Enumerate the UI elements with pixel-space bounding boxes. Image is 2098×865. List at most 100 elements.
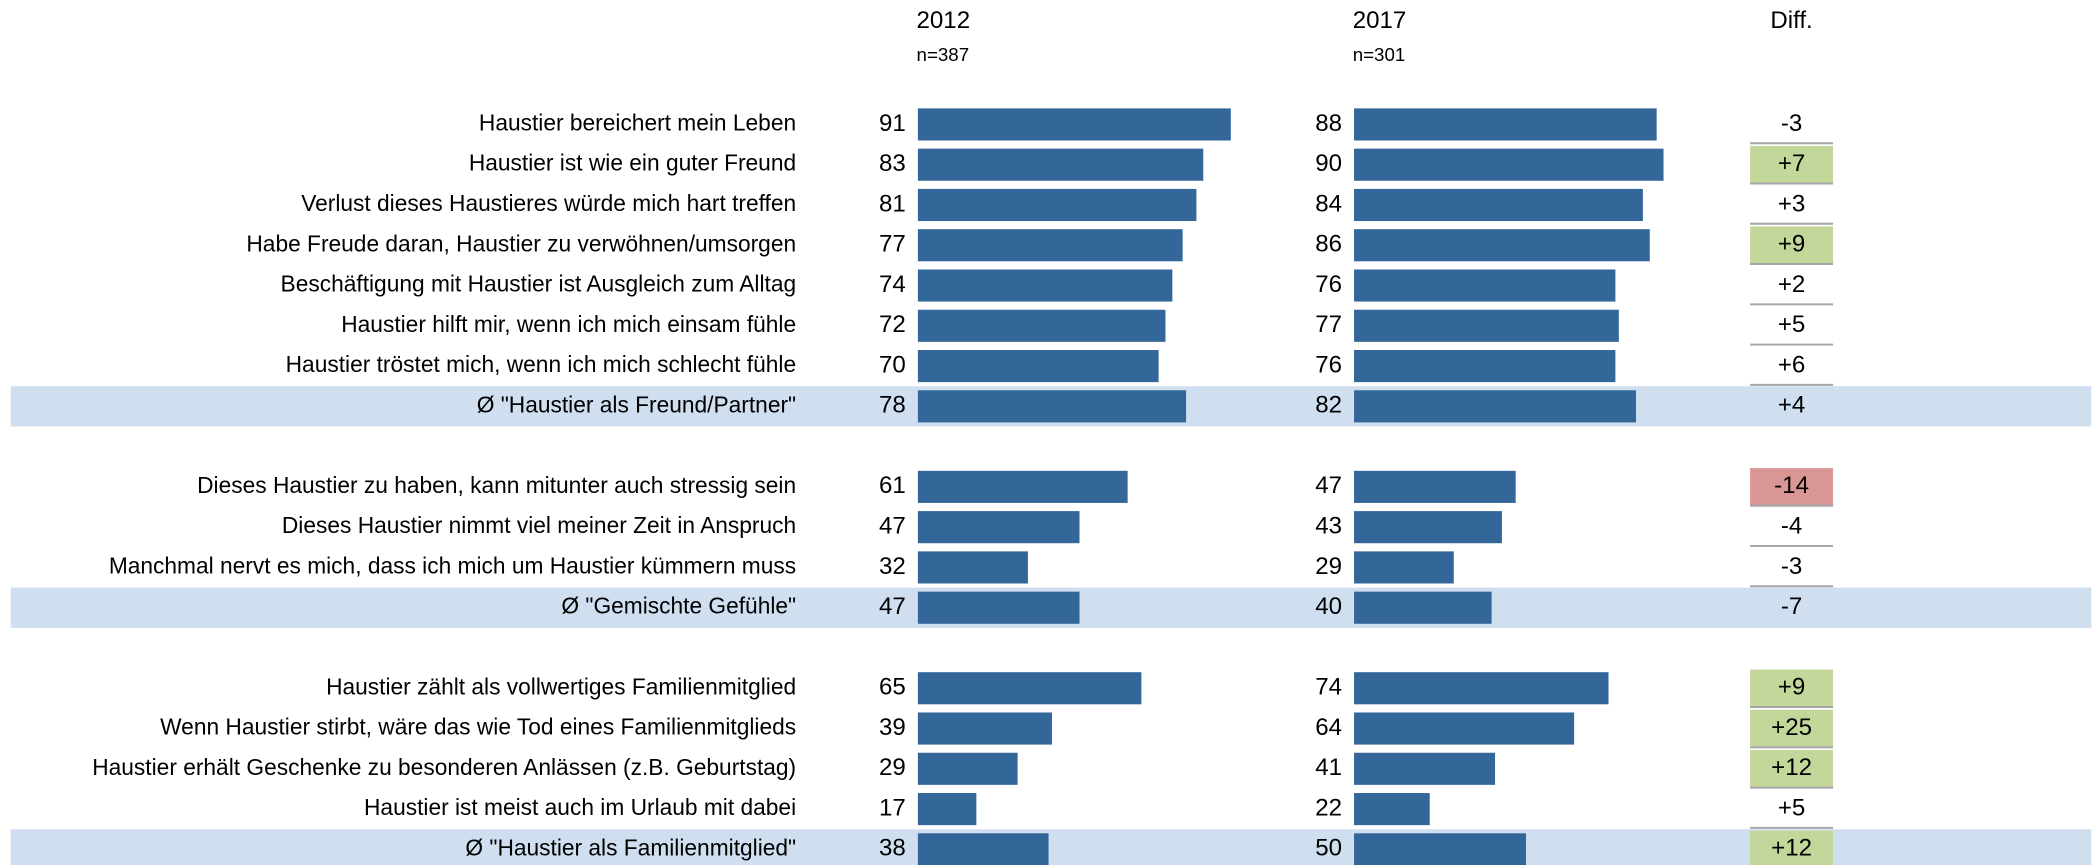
diff-cell xyxy=(1750,145,1834,184)
row-label: Dieses Haustier zu haben, kann mitunter … xyxy=(197,472,796,498)
value-label: 84 xyxy=(1315,190,1342,217)
value-label: 65 xyxy=(879,674,906,701)
diff-label: -4 xyxy=(1781,513,1802,540)
value-label: 29 xyxy=(879,754,906,781)
value-label: 91 xyxy=(879,110,906,137)
value-label: 74 xyxy=(1315,674,1342,701)
bar xyxy=(1354,269,1616,302)
bar xyxy=(1354,390,1637,423)
column-header: Diff. xyxy=(1770,7,1812,34)
diff-cell xyxy=(1750,669,1834,708)
value-label: 38 xyxy=(879,835,906,862)
row-label: Haustier ist meist auch im Urlaub mit da… xyxy=(364,794,796,820)
row-label: Haustier ist wie ein guter Freund xyxy=(469,150,796,176)
row-label: Ø "Haustier als Familienmitglied" xyxy=(465,834,796,860)
diff-label: +5 xyxy=(1778,794,1805,821)
row-label: Dieses Haustier nimmt viel meiner Zeit i… xyxy=(282,512,796,538)
value-label: 77 xyxy=(879,231,906,258)
diff-label: +2 xyxy=(1778,271,1805,298)
bar xyxy=(917,672,1142,705)
diff-label: +12 xyxy=(1771,835,1812,862)
value-label: 50 xyxy=(1315,835,1342,862)
value-label: 40 xyxy=(1315,593,1342,620)
value-label: 64 xyxy=(1315,714,1342,741)
column-header: 2012 xyxy=(917,7,971,34)
diff-label: +3 xyxy=(1778,190,1805,217)
diff-label: -3 xyxy=(1781,110,1802,137)
bar xyxy=(917,833,1049,865)
diff-label: +4 xyxy=(1778,392,1805,419)
value-label: 47 xyxy=(1315,472,1342,499)
row-label: Haustier erhält Geschenke zu besonderen … xyxy=(92,754,796,780)
bar xyxy=(1354,833,1526,865)
value-label: 81 xyxy=(879,190,906,217)
highlight-band xyxy=(10,829,2092,865)
diff-cell xyxy=(1750,750,1834,788)
bar xyxy=(917,229,1183,262)
bar xyxy=(917,712,1052,745)
value-label: 29 xyxy=(1315,553,1342,580)
diff-label: -7 xyxy=(1781,593,1802,620)
bar xyxy=(917,752,1018,785)
diff-label: +6 xyxy=(1778,351,1805,378)
value-label: 83 xyxy=(879,150,906,177)
row-label: Ø "Gemischte Gefühle" xyxy=(561,593,796,619)
bar xyxy=(917,309,1166,342)
value-label: 39 xyxy=(879,714,906,741)
diff-cell xyxy=(1750,226,1834,265)
diff-cell xyxy=(1750,468,1834,506)
bar xyxy=(1354,148,1664,181)
bar xyxy=(917,470,1128,503)
diff-label: +25 xyxy=(1771,714,1812,741)
bar xyxy=(1354,470,1516,503)
value-label: 41 xyxy=(1315,754,1342,781)
value-label: 76 xyxy=(1315,351,1342,378)
row-label: Beschäftigung mit Haustier ist Ausgleich… xyxy=(281,271,797,297)
bar xyxy=(1354,752,1496,785)
column-header: 2017 xyxy=(1353,7,1407,34)
value-label: 88 xyxy=(1315,110,1342,137)
column-subtitle: n=387 xyxy=(917,44,970,65)
value-label: 32 xyxy=(879,553,906,580)
row-label: Haustier bereichert mein Leben xyxy=(479,109,796,135)
row-label: Manchmal nervt es mich, dass ich mich um… xyxy=(109,552,796,578)
bar xyxy=(917,511,1080,544)
bar xyxy=(1354,108,1657,141)
diff-label: +7 xyxy=(1778,150,1805,177)
row-label: Verlust dieses Haustieres würde mich har… xyxy=(301,190,796,216)
row-label: Wenn Haustier stirbt, wäre das wie Tod e… xyxy=(160,714,796,740)
bar xyxy=(1354,309,1619,342)
value-label: 17 xyxy=(879,794,906,821)
column-subtitle: n=301 xyxy=(1353,44,1406,65)
value-label: 47 xyxy=(879,513,906,540)
value-label: 70 xyxy=(879,351,906,378)
value-label: 82 xyxy=(1315,392,1342,419)
row-label: Haustier tröstet mich, wenn ich mich sch… xyxy=(286,351,796,377)
value-label: 76 xyxy=(1315,271,1342,298)
row-label: Haustier zählt als vollwertiges Familien… xyxy=(326,673,796,699)
bar xyxy=(917,269,1173,302)
value-label: 77 xyxy=(1315,311,1342,338)
bar xyxy=(917,350,1159,383)
value-label: 90 xyxy=(1315,150,1342,177)
diff-label: -14 xyxy=(1774,472,1809,499)
row-label: Haustier hilft mir, wenn ich mich einsam… xyxy=(341,311,796,337)
diff-label: +5 xyxy=(1778,311,1805,338)
row-label: Ø "Haustier als Freund/Partner" xyxy=(477,391,796,417)
diff-cell xyxy=(1750,709,1834,748)
bar xyxy=(1354,511,1502,544)
diff-label: +9 xyxy=(1778,231,1805,258)
bar xyxy=(1354,591,1492,624)
value-label: 22 xyxy=(1315,794,1342,821)
bar xyxy=(1354,188,1643,222)
bar xyxy=(1354,229,1650,262)
bar xyxy=(1354,793,1430,826)
bar xyxy=(917,793,977,826)
value-label: 86 xyxy=(1315,231,1342,258)
value-label: 78 xyxy=(879,392,906,419)
row-label: Habe Freude daran, Haustier zu verwöhnen… xyxy=(246,230,796,256)
value-label: 47 xyxy=(879,593,906,620)
diff-cell xyxy=(1750,830,1834,865)
bar xyxy=(917,591,1080,624)
